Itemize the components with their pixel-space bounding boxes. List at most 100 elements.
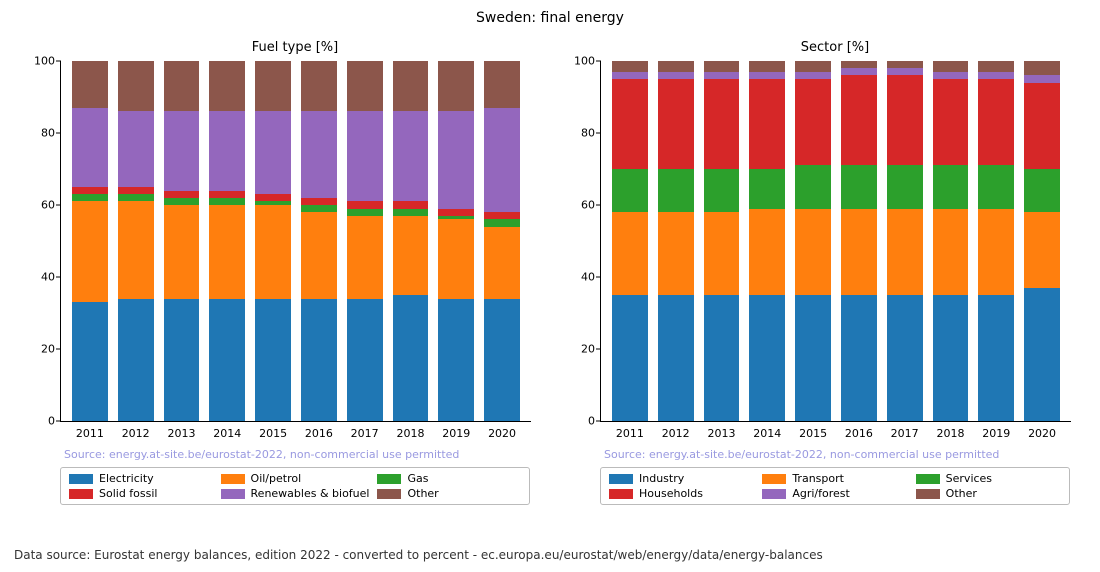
- bar-column: 2019: [433, 61, 479, 421]
- bar-segment: [749, 72, 785, 79]
- bar-segment: [1024, 212, 1060, 288]
- bar-stack: [841, 61, 877, 421]
- bar-column: 2017: [342, 61, 388, 421]
- bar-segment: [484, 61, 520, 108]
- bar-segment: [841, 75, 877, 165]
- bar-column: 2011: [67, 61, 113, 421]
- xtick-label: 2013: [707, 427, 735, 440]
- bar-segment: [118, 61, 154, 111]
- bar-segment: [209, 299, 245, 421]
- bar-segment: [704, 72, 740, 79]
- bar-segment: [72, 108, 108, 187]
- bar-stack: [612, 61, 648, 421]
- legend-swatch: [609, 489, 633, 499]
- legend-entry: Oil/petrol: [221, 472, 370, 485]
- bar-segment: [72, 194, 108, 201]
- bar-segment: [612, 61, 648, 72]
- subplot-fuel-title: Fuel type [%]: [60, 40, 530, 55]
- legend-swatch: [377, 474, 401, 484]
- ytick-label: 80: [21, 127, 55, 140]
- bar-segment: [978, 209, 1014, 295]
- legend-swatch: [69, 489, 93, 499]
- ytick-label: 60: [561, 199, 595, 212]
- bar-segment: [795, 61, 831, 72]
- legend-label: Other: [946, 487, 977, 500]
- subplot-sector-watermark: Source: energy.at-site.be/eurostat-2022,…: [600, 448, 1070, 461]
- bar-segment: [347, 209, 383, 216]
- xtick-label: 2012: [662, 427, 690, 440]
- figure-title: Sweden: final energy: [0, 10, 1100, 26]
- bar-column: 2013: [699, 61, 745, 421]
- bar-stack: [255, 61, 291, 421]
- legend-swatch: [69, 474, 93, 484]
- legend-label: Industry: [639, 472, 684, 485]
- legend-swatch: [916, 474, 940, 484]
- bar-stack: [704, 61, 740, 421]
- bar-segment: [347, 299, 383, 421]
- bar-stack: [795, 61, 831, 421]
- bar-segment: [612, 72, 648, 79]
- xtick-label: 2015: [259, 427, 287, 440]
- xtick-label: 2016: [845, 427, 873, 440]
- bar-segment: [164, 205, 200, 299]
- ytick-label: 40: [21, 271, 55, 284]
- xtick-label: 2020: [488, 427, 516, 440]
- bar-stack: [164, 61, 200, 421]
- bar-segment: [933, 295, 969, 421]
- bar-segment: [118, 299, 154, 421]
- bar-segment: [933, 79, 969, 165]
- bar-column: 2018: [388, 61, 434, 421]
- subplot-fuel: Fuel type [%] 20112012201320142015201620…: [60, 40, 530, 505]
- bar-segment: [209, 61, 245, 111]
- legend-entry: Industry: [609, 472, 754, 485]
- bar-segment: [887, 61, 923, 68]
- bar-segment: [301, 212, 337, 298]
- bar-segment: [933, 61, 969, 72]
- legend-label: Renewables & biofuel: [251, 487, 370, 500]
- bar-stack: [1024, 61, 1060, 421]
- ytick-label: 100: [21, 55, 55, 68]
- bar-segment: [749, 209, 785, 295]
- bar-segment: [841, 209, 877, 295]
- bar-segment: [795, 209, 831, 295]
- bar-column: 2019: [973, 61, 1019, 421]
- bar-segment: [438, 299, 474, 421]
- ytick-label: 100: [561, 55, 595, 68]
- bar-column: 2020: [1019, 61, 1065, 421]
- bar-segment: [749, 295, 785, 421]
- legend-label: Oil/petrol: [251, 472, 302, 485]
- bar-column: 2015: [790, 61, 836, 421]
- legend-entry: Solid fossil: [69, 487, 213, 500]
- bar-stack: [209, 61, 245, 421]
- bar-segment: [841, 61, 877, 68]
- bar-segment: [841, 165, 877, 208]
- legend-entry: Services: [916, 472, 1061, 485]
- legend-label: Gas: [407, 472, 428, 485]
- bar-segment: [978, 72, 1014, 79]
- bar-segment: [612, 79, 648, 169]
- bar-stack: [978, 61, 1014, 421]
- bar-segment: [887, 295, 923, 421]
- bar-segment: [658, 169, 694, 212]
- bar-stack: [301, 61, 337, 421]
- bar-segment: [658, 212, 694, 295]
- bar-segment: [1024, 61, 1060, 75]
- xtick-label: 2018: [396, 427, 424, 440]
- bar-segment: [301, 111, 337, 197]
- bar-segment: [72, 302, 108, 421]
- bar-stack: [347, 61, 383, 421]
- legend-label: Households: [639, 487, 703, 500]
- bar-segment: [484, 212, 520, 219]
- bar-segment: [978, 79, 1014, 165]
- legend-swatch: [221, 474, 245, 484]
- bar-segment: [164, 198, 200, 205]
- bar-segment: [72, 201, 108, 302]
- bar-segment: [704, 79, 740, 169]
- bar-column: 2013: [159, 61, 205, 421]
- bar-segment: [438, 219, 474, 298]
- bar-segment: [484, 227, 520, 299]
- figure: Sweden: final energy Fuel type [%] 20112…: [0, 0, 1100, 572]
- bar-segment: [255, 299, 291, 421]
- bar-column: 2012: [113, 61, 159, 421]
- bar-segment: [72, 187, 108, 194]
